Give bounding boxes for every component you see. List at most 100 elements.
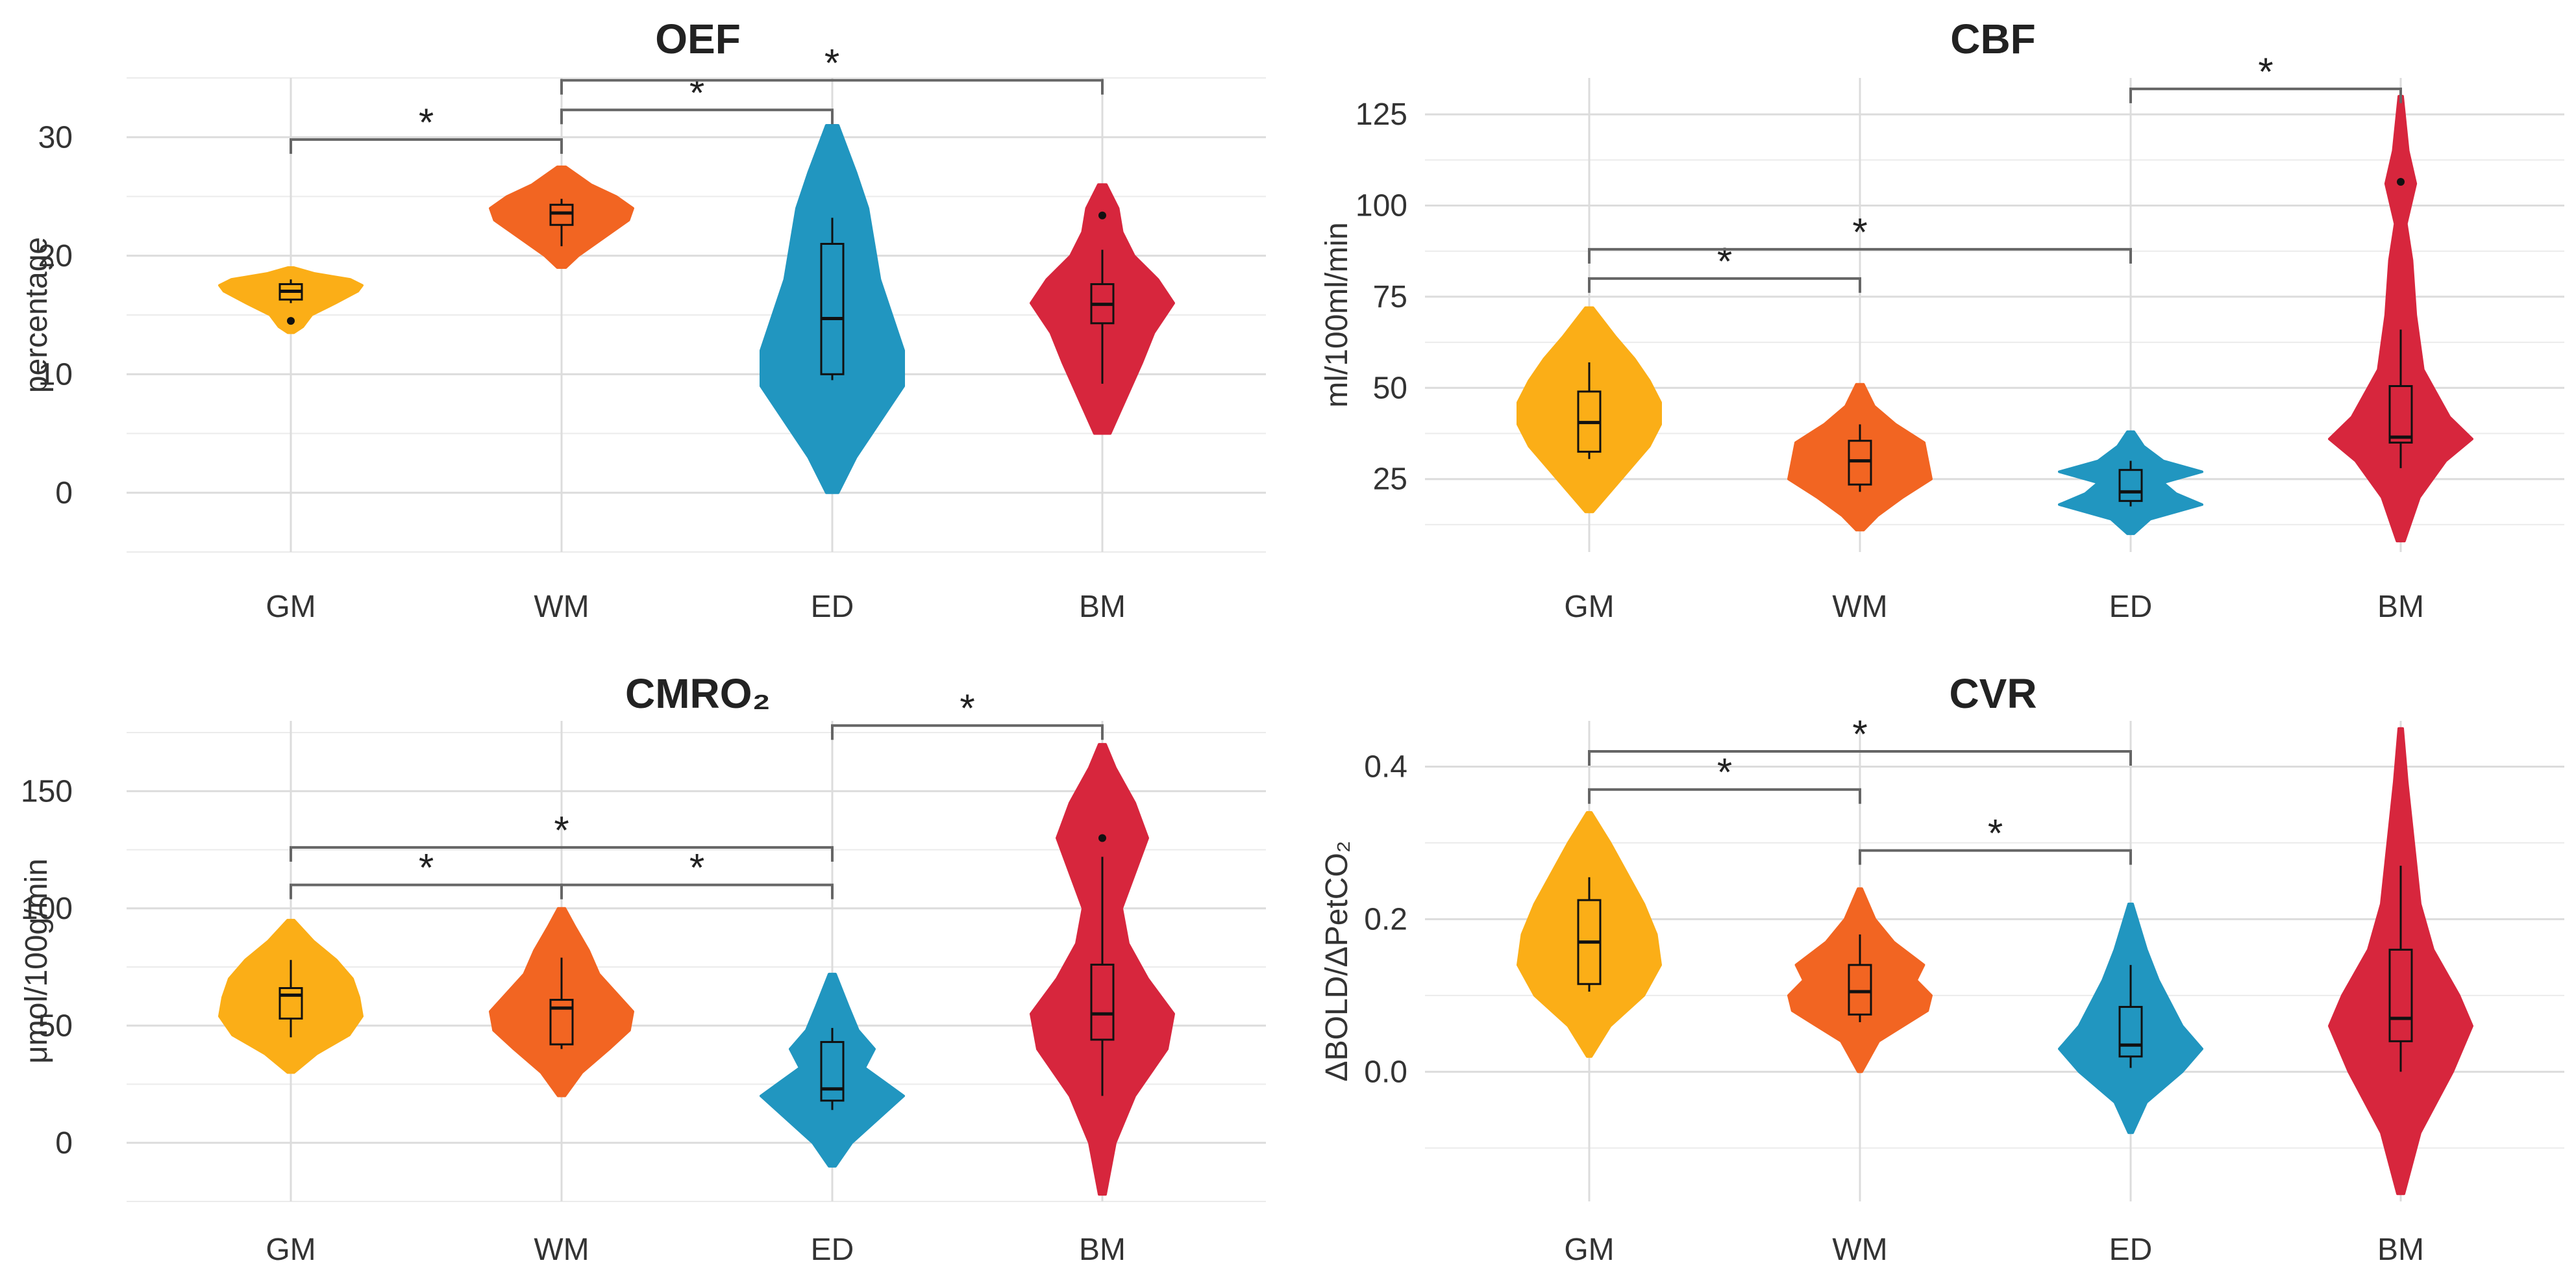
panel-cvr: * * * 0.0 0.2 0.4 GM WM ED BM CVR ΔBOLD/ΔPetCO₂ [1320, 670, 2564, 1267]
y-axis-label: ΔBOLD/ΔPetCO₂ [1320, 841, 1354, 1082]
violin-gm [1517, 306, 1662, 514]
panel-oef: * * * 0 10 20 30 GM WM ED BM OEF percentage [19, 16, 1266, 624]
x-tick-label: ED [811, 590, 854, 624]
box-ed [820, 243, 845, 375]
x-tick-label: GM [1564, 1233, 1614, 1267]
x-tick-label: BM [2377, 590, 2424, 624]
significance-bracket [290, 138, 563, 154]
violin-wm [489, 165, 634, 269]
x-tick-label: ED [811, 1233, 854, 1267]
box-wm [1848, 440, 1872, 486]
box-wm [1848, 964, 1872, 1016]
y-tick-label: 0 [55, 1126, 73, 1161]
significance-bracket [290, 846, 834, 862]
violin-gm [1517, 810, 1662, 1058]
outlier-point [1098, 211, 1106, 220]
y-tick-label: 100 [1356, 189, 1407, 223]
violin-bm [1030, 743, 1175, 1196]
panel-title: OEF [655, 16, 741, 62]
box-bm [2388, 385, 2413, 444]
y-tick-label: 20 [38, 239, 73, 273]
significance-bracket [560, 79, 1104, 95]
significance-bracket [831, 724, 1104, 740]
significance-star: * [689, 846, 704, 890]
panel-cmro2: * * * * 0 50 100 150 GM WM ED BM CMRO₂ μmol/100g/min [19, 670, 1266, 1267]
x-tick-label: WM [1832, 1233, 1887, 1267]
x-tick-label: WM [534, 1233, 589, 1267]
y-tick-label: 50 [38, 1009, 73, 1043]
significance-bracket [1588, 247, 2132, 264]
significance-bracket [1588, 788, 1861, 804]
box-ed [2118, 1005, 2143, 1058]
x-tick-label: BM [1079, 1233, 1126, 1267]
violin-bm [2328, 727, 2473, 1196]
panel-title: CMRO₂ [625, 670, 771, 717]
violin-ed [760, 972, 905, 1168]
violin-bm [1030, 183, 1175, 435]
y-axis-label: percentage [19, 237, 54, 393]
y-tick-label: 125 [1356, 97, 1407, 132]
box-wm [549, 203, 574, 226]
y-tick-label: 100 [21, 892, 73, 926]
violin-wm [489, 907, 634, 1098]
y-axis-label: ml/100ml/min [1320, 222, 1354, 407]
significance-bracket [560, 108, 834, 125]
y-tick-label: 10 [38, 357, 73, 392]
violin-wm [1787, 383, 1933, 532]
significance-star: * [1852, 712, 1867, 756]
significance-star: * [2258, 50, 2273, 94]
significance-star: * [419, 101, 434, 144]
significance-star: * [419, 846, 434, 890]
violin-ed [2058, 902, 2203, 1135]
box-ed [2118, 469, 2143, 502]
significance-star: * [1852, 210, 1867, 254]
x-tick-label: WM [534, 590, 589, 624]
y-tick-label: 0.4 [1364, 749, 1407, 784]
y-tick-label: 25 [1373, 462, 1407, 497]
significance-star: * [1988, 812, 2003, 855]
outlier-point [1098, 834, 1106, 842]
significance-bracket [560, 883, 834, 899]
x-tick-label: BM [1079, 590, 1126, 624]
significance-star: * [824, 42, 839, 85]
y-tick-label: 75 [1373, 280, 1407, 314]
box-bm [2388, 948, 2413, 1042]
x-tick-label: ED [2109, 590, 2153, 624]
y-tick-label: 30 [38, 120, 73, 155]
significance-bracket [1859, 849, 2132, 865]
x-tick-label: WM [1832, 590, 1887, 624]
x-tick-label: GM [266, 590, 316, 624]
box-gm [279, 987, 303, 1020]
violin-ed [2058, 430, 2203, 535]
outlier-point [2397, 178, 2405, 186]
panel-cbf: * * * 25 50 75 100 125 GM WM ED BM CBF ml/100ml/min [1320, 16, 2564, 624]
box-wm [549, 999, 574, 1046]
significance-star: * [689, 71, 704, 114]
panel-title: CBF [1950, 16, 2036, 62]
box-bm [1090, 963, 1115, 1041]
y-tick-label: 50 [1373, 371, 1407, 405]
significance-star: * [554, 809, 569, 852]
x-tick-label: ED [2109, 1233, 2153, 1267]
violin-wm [1787, 887, 1933, 1073]
violin-ed [760, 124, 905, 494]
significance-bracket [1588, 277, 1861, 293]
y-tick-label: 0 [55, 476, 73, 510]
panel-title: CVR [1949, 670, 2037, 717]
y-tick-label: 0.2 [1364, 902, 1407, 936]
x-tick-label: GM [1564, 590, 1614, 624]
significance-star: * [1717, 751, 1732, 794]
significance-bracket [1588, 749, 2132, 766]
significance-star: * [1717, 240, 1732, 283]
significance-star: * [960, 686, 974, 730]
x-tick-label: BM [2377, 1233, 2424, 1267]
y-tick-label: 150 [21, 774, 73, 809]
y-tick-label: 0.0 [1364, 1055, 1407, 1089]
violin-bm [2328, 95, 2473, 543]
significance-bracket [2129, 87, 2402, 103]
outlier-point [287, 317, 295, 325]
x-tick-label: GM [266, 1233, 316, 1267]
box-ed [820, 1041, 845, 1102]
y-axis-label: μmol/100g/min [19, 859, 54, 1064]
